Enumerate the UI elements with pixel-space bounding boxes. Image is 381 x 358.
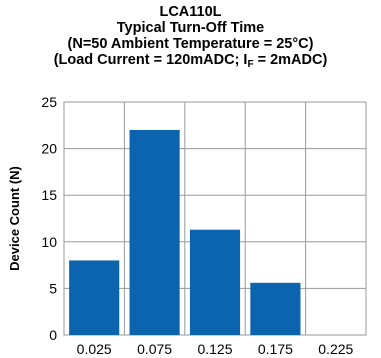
chart-subtitle-conditions: (N=50 Ambient Temperature = 25°C) xyxy=(67,36,314,52)
chart-title-block: LCA110L Typical Turn-Off Time (N=50 Ambi… xyxy=(0,4,381,70)
x-tick-label: 0.225 xyxy=(318,341,353,357)
subtitle-load-post: = 2mADC) xyxy=(253,52,328,68)
y-tick-label: 5 xyxy=(49,280,57,296)
y-axis-label: Device Count (N) xyxy=(7,166,22,271)
chart-subtitle-load: (Load Current = 120mADC; IF = 2mADC) xyxy=(0,52,381,70)
x-tick-label: 0.025 xyxy=(77,341,112,357)
y-tick-label: 25 xyxy=(41,94,57,110)
y-tick-label: 0 xyxy=(49,327,57,343)
x-tick-label: 0.125 xyxy=(197,341,232,357)
bar xyxy=(189,229,241,335)
y-tick-label: 15 xyxy=(41,187,57,203)
bar xyxy=(250,282,301,335)
x-tick-label: 0.175 xyxy=(258,341,293,357)
x-tick-label: 0.075 xyxy=(137,341,172,357)
chart-subtitle: Typical Turn-Off Time xyxy=(116,20,265,36)
subtitle-load-pre: (Load Current = 120mADC; I xyxy=(53,52,248,68)
subtitle-load-sub: F xyxy=(247,59,254,70)
y-tick-label: 10 xyxy=(41,234,57,250)
bar xyxy=(129,129,180,335)
bar xyxy=(69,260,120,335)
chart-title: LCA110L xyxy=(159,4,222,20)
y-tick-label: 20 xyxy=(41,141,57,157)
